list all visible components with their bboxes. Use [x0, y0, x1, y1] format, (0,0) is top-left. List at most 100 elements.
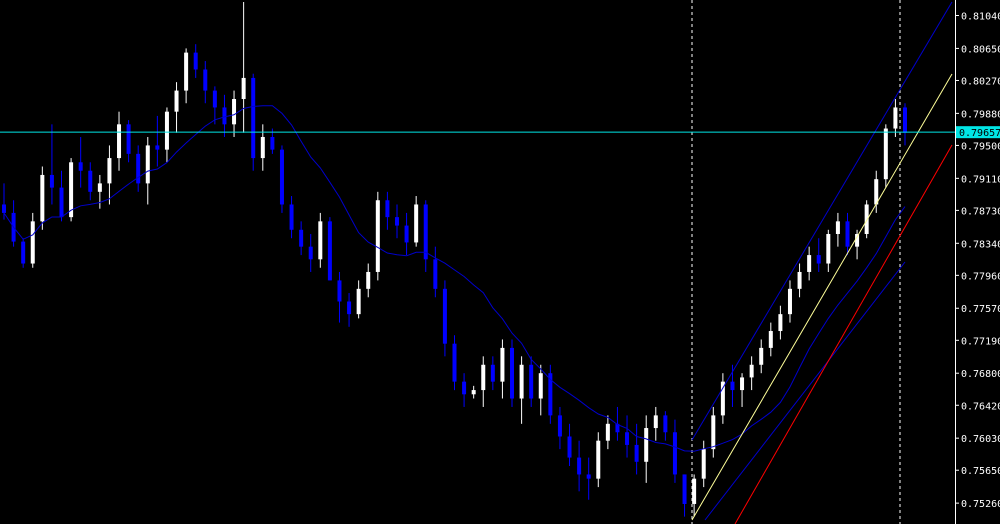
candle: [347, 293, 352, 327]
candle: [462, 373, 467, 407]
candle: [577, 440, 582, 492]
price-axis-label: 0.75260: [961, 499, 1000, 510]
price-axis-label: 0.80270: [961, 76, 1000, 87]
candle: [327, 217, 332, 281]
candle: [394, 204, 399, 239]
candle-body: [855, 234, 860, 247]
candle-body: [768, 331, 773, 348]
current-price-label-background: [956, 126, 1000, 139]
candle-body: [720, 381, 725, 416]
candle-body: [634, 444, 639, 462]
candle-body: [423, 204, 428, 260]
candle: [787, 280, 792, 323]
candle: [471, 385, 476, 399]
candle-body: [49, 174, 54, 188]
price-axis-label: 0.77190: [961, 336, 1000, 347]
candle-body: [251, 77, 256, 159]
candle: [375, 191, 380, 281]
candle-body: [874, 179, 879, 205]
candle-body: [78, 162, 83, 171]
candle-body: [21, 241, 26, 264]
candle-body: [222, 107, 227, 125]
candle: [835, 212, 840, 247]
candle-body: [787, 288, 792, 315]
candle: [874, 170, 879, 213]
candle: [586, 457, 591, 500]
candle: [423, 200, 428, 272]
candle: [318, 212, 323, 268]
candle-body: [577, 457, 582, 475]
candle-body: [586, 474, 591, 479]
candle-body: [433, 259, 438, 289]
candle: [136, 145, 141, 192]
candle-body: [672, 432, 677, 475]
candle-body: [347, 301, 352, 315]
candle: [30, 212, 35, 268]
candle-body: [807, 255, 812, 272]
candle: [720, 373, 725, 424]
candle-body: [519, 364, 524, 399]
candle-body: [538, 373, 543, 399]
candle-body: [529, 364, 534, 399]
moving-average-line: [3, 105, 906, 452]
candle: [615, 406, 620, 441]
candle-body: [136, 153, 141, 184]
candle-body: [394, 217, 399, 226]
candle: [557, 406, 562, 450]
candle-body: [203, 69, 208, 91]
price-axis-label: 0.78340: [961, 239, 1000, 250]
candle-body: [605, 423, 610, 441]
candle-body: [385, 200, 390, 218]
candle: [241, 2, 246, 133]
price-axis-ticks: 0.81040 0.80650 0.80270 0.79880 0.79500 0.791…: [955, 11, 1000, 510]
candle-body: [452, 343, 457, 382]
price-axis-label: 0.77960: [961, 271, 1000, 282]
candle-body: [2, 204, 6, 213]
price-axis-label: 0.76420: [961, 401, 1000, 412]
candle: [845, 212, 850, 256]
candle: [548, 364, 553, 424]
candle: [490, 356, 495, 391]
candle-body: [299, 229, 304, 247]
candle: [893, 99, 898, 137]
candle: [740, 373, 745, 407]
candle: [816, 238, 821, 272]
candle: [682, 474, 687, 517]
candle-body: [864, 204, 869, 235]
candle-body: [682, 474, 687, 504]
price-axis-label: 0.81040: [961, 11, 1000, 22]
candle: [644, 415, 649, 483]
price-axis-label: 0.79500: [961, 141, 1000, 152]
candle: [749, 356, 754, 391]
candle: [212, 86, 217, 125]
candle-body: [164, 111, 169, 150]
candle-body: [117, 124, 122, 159]
plot-area[interactable]: [0, 0, 955, 524]
current-price-label-text: 0.79657: [959, 128, 1000, 139]
candle: [768, 322, 773, 357]
candle-body: [490, 364, 495, 382]
candle-body: [69, 162, 74, 218]
candle-body: [40, 174, 45, 222]
candle-body: [155, 145, 160, 150]
candle-body: [845, 221, 850, 247]
candle-body: [500, 347, 505, 382]
candle-body: [318, 221, 323, 260]
candle-body: [481, 364, 486, 391]
candle-body: [337, 280, 342, 302]
candle: [270, 128, 275, 154]
price-axis-label: 0.76800: [961, 369, 1000, 380]
price-axis[interactable]: 0.81040 0.80650 0.80270 0.79880 0.79500 0.791…: [955, 0, 1000, 524]
candle: [692, 474, 697, 517]
candle-body: [797, 271, 802, 289]
candle-body: [615, 423, 620, 433]
candle: [663, 411, 668, 441]
candle: [299, 221, 304, 256]
candle: [356, 280, 361, 319]
candle: [500, 339, 505, 399]
candle: [452, 335, 457, 391]
candle: [164, 107, 169, 163]
candle-body: [510, 347, 515, 399]
